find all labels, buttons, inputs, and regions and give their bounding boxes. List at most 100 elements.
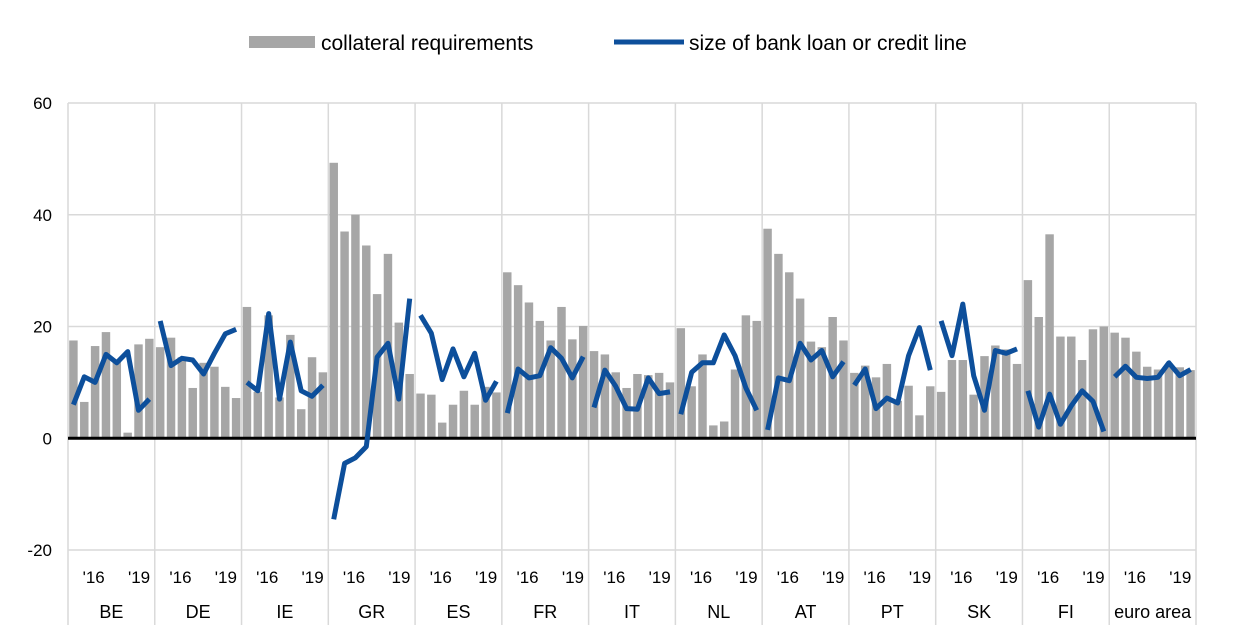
group-label: NL	[707, 602, 730, 622]
group-label: BE	[99, 602, 123, 622]
line-nl	[678, 332, 759, 415]
bar-pt-5	[904, 385, 913, 439]
x-tick-label: '19	[735, 568, 757, 587]
bar-ie-4	[286, 334, 295, 439]
line-pt	[852, 325, 933, 412]
bar-fi-1	[1034, 317, 1043, 439]
bar-it-0	[589, 351, 599, 439]
line-be	[71, 349, 152, 413]
bar-fi-4	[1067, 336, 1076, 439]
bar-es-6	[481, 386, 490, 439]
bar-gr-7	[405, 373, 414, 439]
bar-ie-5	[296, 409, 306, 439]
bar-de-7	[231, 398, 241, 439]
bar-ie-2	[264, 315, 273, 439]
x-tick-label: '19	[649, 568, 671, 587]
line-fi	[1025, 388, 1107, 433]
legend-label-bar: collateral requirements	[321, 32, 533, 55]
bar-it-2	[611, 372, 620, 439]
bar-at-7	[839, 340, 848, 439]
bar-fi-2	[1045, 234, 1054, 439]
legend: collateral requirements size of bank loa…	[249, 32, 967, 55]
line-sk	[938, 301, 1018, 413]
bar-euro-area-4	[1153, 369, 1163, 439]
bar-ie-3	[275, 397, 284, 439]
bar-sk-1	[947, 360, 957, 439]
bar-ie-0	[242, 306, 252, 439]
bar-de-1	[166, 337, 176, 439]
x-tick-label: '19	[909, 568, 931, 587]
bar-fi-3	[1056, 336, 1065, 439]
line-it	[591, 367, 671, 412]
x-tick-label: '16	[430, 568, 452, 587]
bar-be-3	[101, 332, 111, 439]
bar-es-7	[492, 392, 501, 439]
bar-sk-6	[1001, 349, 1011, 439]
bar-gr-1	[340, 231, 349, 439]
bar-at-3	[795, 298, 805, 439]
y-tick-label: 40	[33, 206, 52, 225]
bar-sk-5	[991, 345, 1000, 439]
bar-fr-1	[513, 285, 523, 439]
line-at	[765, 340, 846, 431]
x-tick-label: '16	[256, 568, 278, 587]
bar-fr-2	[524, 302, 534, 439]
bar-pt-1	[860, 365, 870, 439]
bar-nl-2	[698, 354, 707, 439]
x-tick-label: '19	[1082, 568, 1104, 587]
bar-ie-1	[253, 391, 263, 439]
bar-be-2	[90, 346, 100, 439]
bar-fr-0	[503, 272, 512, 439]
x-tick-label: '16	[1124, 568, 1146, 587]
bar-fi-5	[1077, 360, 1087, 439]
x-tick-label: '19	[822, 568, 844, 587]
x-tick-label: '16	[1037, 568, 1059, 587]
y-tick-label: -20	[27, 541, 52, 560]
bar-sk-3	[969, 394, 978, 439]
bar-nl-5	[730, 369, 740, 439]
legend-swatch-bar	[249, 36, 315, 48]
bar-euro-area-0	[1110, 332, 1119, 439]
bar-gr-0	[329, 162, 338, 439]
bar-nl-7	[752, 320, 761, 439]
line-de	[157, 320, 238, 377]
bar-euro-area-7	[1186, 370, 1195, 439]
bar-sk-7	[1012, 363, 1022, 439]
bar-de-6	[221, 386, 230, 439]
x-tick-label: '16	[777, 568, 799, 587]
bar-pt-6	[915, 415, 924, 439]
x-tick-label: '16	[690, 568, 712, 587]
bar-de-0	[155, 347, 165, 439]
bar-de-3	[188, 387, 197, 439]
line-ie	[245, 311, 325, 402]
bar-gr-3	[362, 245, 371, 439]
bar-fr-6	[568, 339, 577, 439]
bar-be-7	[145, 338, 154, 439]
bar-nl-4	[719, 421, 729, 439]
bar-sk-0	[936, 391, 946, 439]
bar-euro-area-2	[1132, 351, 1141, 439]
group-label: ES	[446, 602, 470, 622]
bar-euro-area-3	[1142, 366, 1152, 439]
bar-it-7	[665, 382, 675, 439]
bar-fr-4	[546, 340, 555, 439]
group-label: IT	[624, 602, 640, 622]
bar-fi-6	[1088, 329, 1098, 439]
bar-fi-7	[1099, 326, 1109, 439]
bar-be-1	[80, 401, 89, 439]
bar-pt-7	[926, 386, 935, 439]
x-tick-label: '19	[302, 568, 324, 587]
bar-be-4	[112, 360, 122, 439]
x-tick-label: '19	[128, 568, 150, 587]
group-label: euro area	[1114, 602, 1192, 622]
bar-de-4	[199, 362, 208, 439]
bar-euro-area-1	[1121, 337, 1130, 439]
bar-es-0	[416, 393, 425, 439]
bar-be-6	[134, 344, 143, 439]
y-tick-label: 0	[43, 429, 52, 448]
bar-at-5	[817, 347, 827, 439]
x-tick-label: '16	[343, 568, 365, 587]
x-tick-label: '16	[864, 568, 886, 587]
x-tick-label: '19	[1169, 568, 1191, 587]
bar-sk-2	[958, 360, 968, 439]
